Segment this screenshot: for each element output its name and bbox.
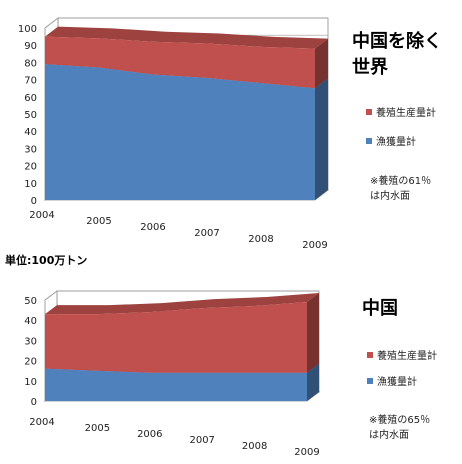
- series-1-side: [315, 78, 328, 200]
- y-tick-label: 20: [24, 162, 37, 173]
- legend-label: 養殖生産量計: [377, 349, 437, 362]
- chart-note: ※養殖の61％: [370, 174, 431, 187]
- legend-swatch: [366, 109, 372, 115]
- x-tick-label: 2009: [294, 447, 319, 458]
- y-tick-label: 40: [24, 127, 37, 138]
- y-tick-label: 10: [24, 377, 37, 388]
- y-tick-label: 30: [24, 144, 37, 155]
- y-tick-label: 10: [24, 179, 37, 190]
- legend-swatch: [366, 138, 372, 144]
- y-tick-label: 30: [24, 336, 37, 347]
- y-tick-label: 70: [24, 76, 37, 87]
- chart-note: ※養殖の65％: [369, 413, 430, 426]
- x-tick-label: 2006: [140, 222, 165, 233]
- x-tick-label: 2005: [85, 423, 110, 434]
- y-tick-label: 90: [24, 41, 37, 52]
- x-tick-label: 2007: [189, 435, 214, 446]
- chart-2: 0 10 20 30 40 50 2004 2005 2006 2007 2008 2009 中国養殖生…: [24, 290, 437, 458]
- gridline: [44, 17, 328, 29]
- y-tick-label: 0: [31, 397, 37, 408]
- series-2-area: [45, 302, 307, 373]
- legend-label: 漁獲量計: [376, 135, 416, 148]
- series-2-top-ribbon: [45, 293, 319, 315]
- chart-note: は内水面: [370, 189, 410, 202]
- y-tick-label: 40: [24, 316, 37, 327]
- series-1-area: [45, 368, 307, 401]
- x-tick-label: 2004: [29, 417, 54, 428]
- series-2-side: [315, 38, 328, 89]
- chart-title: 中国: [362, 297, 398, 319]
- legend-swatch: [367, 352, 373, 358]
- y-tick-label: 60: [24, 93, 37, 104]
- x-tick-label: 2006: [137, 429, 162, 440]
- series-1-side: [307, 363, 319, 401]
- gridline: [44, 290, 319, 301]
- series-1-area: [45, 64, 315, 201]
- legend-label: 養殖生産量計: [376, 106, 436, 119]
- series-2-area: [45, 36, 315, 89]
- x-tick-label: 2004: [29, 210, 54, 221]
- legend-label: 漁獲量計: [377, 375, 417, 388]
- y-tick-label: 50: [24, 110, 37, 121]
- y-tick-label: 0: [31, 196, 37, 207]
- chart-1: 0 10 20 30 40 50 60 70 80 90 100 2004 2005 2006 2007 20…: [18, 17, 442, 251]
- series-2-side: [307, 293, 319, 373]
- series-2-top-ribbon: [45, 26, 328, 49]
- unit-label: 単位:100万トン: [5, 253, 87, 267]
- y-tick-label: 20: [24, 357, 37, 368]
- x-tick-label: 2005: [86, 216, 111, 227]
- legend-swatch: [367, 378, 373, 384]
- y-tick-label: 100: [18, 24, 37, 35]
- y-tick-label: 50: [24, 296, 37, 307]
- chart-note: は内水面: [369, 428, 409, 441]
- chart-title: 世界: [352, 57, 388, 78]
- x-tick-label: 2007: [194, 228, 219, 239]
- chart-title: 中国を除く: [352, 30, 442, 52]
- y-tick-label: 80: [24, 58, 37, 69]
- x-tick-label: 2009: [302, 240, 327, 251]
- x-tick-label: 2008: [248, 234, 273, 245]
- x-tick-label: 2008: [242, 441, 267, 452]
